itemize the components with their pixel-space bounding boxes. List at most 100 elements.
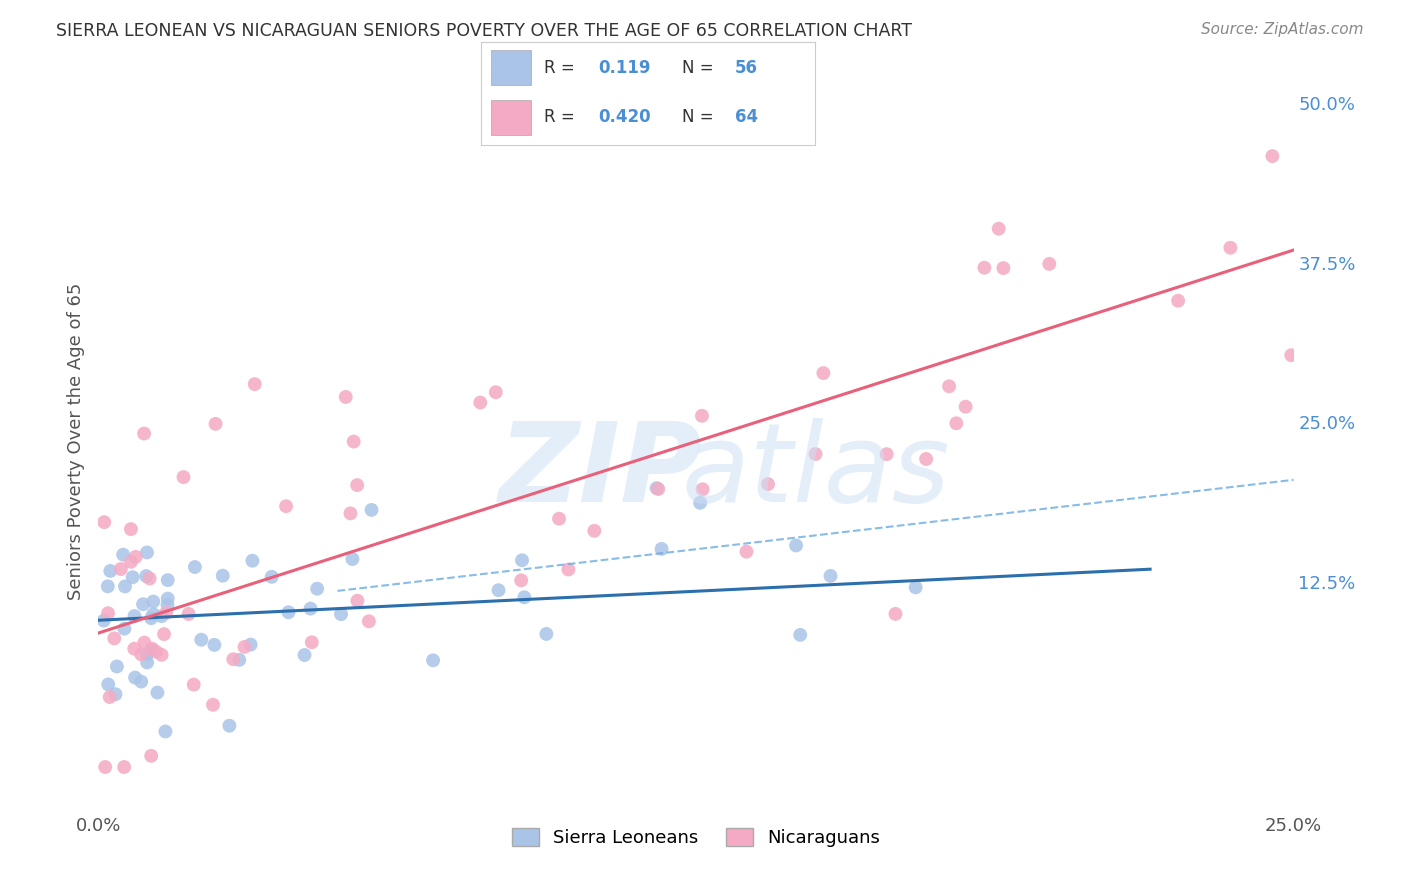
Point (955, 400, 977, 414)
Text: atlas: atlas (681, 417, 950, 524)
Point (884, 607, 907, 621)
Point (112, 760, 135, 774)
Point (120, 522, 142, 536)
Point (1261, 149, 1284, 163)
Point (274, 499, 297, 513)
Point (97, 579, 120, 593)
Point (973, 260, 995, 275)
Point (184, 560, 207, 574)
Point (103, 632, 125, 646)
Point (124, 641, 146, 656)
Point (294, 648, 316, 662)
Point (548, 512, 571, 526)
Point (513, 591, 536, 605)
Point (785, 538, 807, 552)
Point (141, 611, 163, 625)
Point (820, 569, 842, 583)
Point (129, 648, 152, 662)
Point (813, 366, 835, 380)
Point (1279, 348, 1302, 362)
Point (153, 627, 176, 641)
Point (343, 434, 366, 449)
Point (202, 638, 225, 652)
Point (190, 632, 212, 647)
Point (93, 614, 115, 628)
Point (141, 641, 163, 656)
Point (242, 554, 264, 568)
Point (145, 645, 167, 659)
Point (201, 698, 224, 712)
Point (647, 482, 669, 496)
Point (510, 553, 533, 567)
Text: SIERRA LEONEAN VS NICARAGUAN SENIORS POVERTY OVER THE AGE OF 65 CORRELATION CHAR: SIERRA LEONEAN VS NICARAGUAN SENIORS POV… (56, 22, 912, 40)
Point (136, 545, 159, 559)
Point (357, 615, 380, 629)
Point (651, 541, 673, 556)
Point (98, 564, 121, 578)
Text: Source: ZipAtlas.com: Source: ZipAtlas.com (1201, 22, 1364, 37)
Point (177, 607, 200, 621)
Point (277, 605, 299, 619)
Point (155, 606, 177, 620)
Point (470, 395, 492, 409)
Point (155, 724, 177, 739)
Point (228, 653, 250, 667)
Point (93, 515, 115, 529)
Point (142, 607, 165, 622)
Point (360, 503, 382, 517)
Point (233, 640, 256, 654)
Point (915, 452, 938, 467)
Point (125, 549, 148, 564)
Point (129, 674, 152, 689)
Point (239, 638, 262, 652)
Point (146, 685, 169, 699)
Point (938, 379, 960, 393)
Point (150, 648, 173, 662)
Point (156, 598, 179, 612)
Point (211, 568, 233, 582)
Point (136, 656, 159, 670)
Point (183, 678, 205, 692)
Point (114, 579, 136, 593)
Point (141, 642, 163, 657)
Point (1167, 293, 1189, 308)
Point (339, 507, 361, 521)
Point (110, 562, 132, 576)
Point (121, 570, 143, 584)
Point (141, 748, 163, 763)
Point (583, 524, 606, 538)
Point (173, 470, 195, 484)
Point (97, 606, 120, 620)
Point (422, 653, 444, 667)
Point (987, 221, 1010, 235)
Point (124, 609, 146, 624)
Point (1038, 257, 1060, 271)
Point (150, 609, 173, 624)
Point (112, 548, 135, 562)
Point (904, 580, 927, 594)
Point (307, 582, 329, 596)
Point (804, 447, 827, 461)
Point (98, 690, 121, 704)
Point (260, 570, 283, 584)
Point (876, 447, 898, 461)
Point (218, 719, 240, 733)
Point (346, 593, 368, 607)
Point (335, 390, 357, 404)
Point (132, 597, 155, 611)
Point (138, 571, 160, 585)
Point (536, 627, 558, 641)
Legend: Sierra Leoneans, Nicaraguans: Sierra Leoneans, Nicaraguans (505, 821, 887, 855)
Point (135, 569, 157, 583)
Point (243, 377, 266, 392)
Point (301, 635, 323, 649)
Point (135, 648, 157, 662)
Point (510, 574, 533, 588)
Point (132, 426, 155, 441)
Point (120, 555, 142, 569)
Point (346, 478, 368, 492)
Point (756, 477, 779, 491)
Point (342, 552, 364, 566)
Text: ZIP: ZIP (499, 417, 702, 524)
Point (645, 481, 668, 495)
